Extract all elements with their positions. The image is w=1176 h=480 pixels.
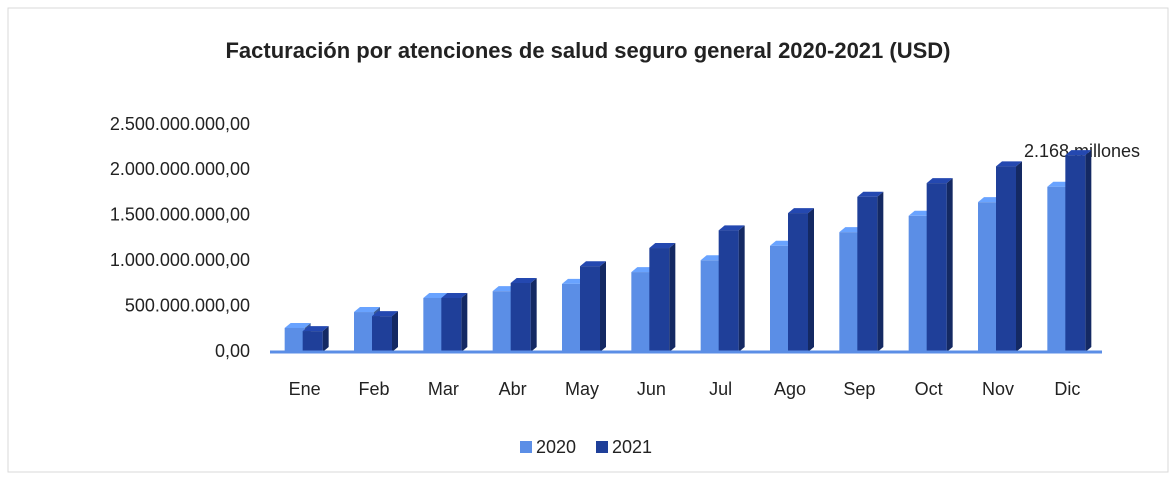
bar-top (718, 225, 745, 231)
bar (996, 166, 1016, 352)
bar-side (461, 292, 468, 352)
bar-side (946, 178, 953, 352)
y-tick-label: 2.500.000.000,00 (110, 114, 250, 134)
bar-top (441, 292, 468, 298)
bar-side (322, 326, 329, 352)
bar (631, 272, 652, 352)
bar (839, 232, 860, 352)
legend-swatch (520, 441, 532, 453)
chart-frame (7, 7, 1169, 473)
bar-top (649, 243, 676, 249)
bar (510, 282, 531, 352)
bar-side (392, 311, 398, 352)
bar (284, 327, 305, 352)
x-tick-label: Nov (982, 379, 1014, 399)
bar-side (877, 191, 884, 352)
y-tick-label: 1.000.000.000,00 (110, 250, 250, 270)
bar (423, 297, 444, 352)
bar (788, 213, 808, 352)
bar (1047, 186, 1068, 352)
bar-top (857, 191, 884, 197)
bar (302, 331, 323, 352)
bar-top (996, 161, 1022, 167)
y-tick-label: 1.500.000.000,00 (110, 205, 250, 225)
bar (718, 230, 739, 352)
x-tick-label: Oct (915, 379, 943, 399)
bar (978, 202, 998, 352)
bar-top (284, 322, 311, 328)
bar-top (510, 277, 537, 283)
bar-top (354, 307, 380, 313)
x-tick-label: Jun (637, 379, 666, 399)
y-tick-label: 0,00 (215, 341, 250, 361)
bar (354, 312, 374, 352)
x-tick-label: Abr (499, 379, 527, 399)
bar-top (302, 326, 329, 332)
bar (441, 297, 462, 352)
bar-side (600, 261, 606, 352)
bar-side (1016, 161, 1022, 352)
bar (700, 260, 721, 352)
bar (908, 215, 929, 352)
x-tick-label: Mar (428, 379, 459, 399)
x-tick-label: Sep (843, 379, 875, 399)
bar-top (580, 261, 606, 267)
bar-top (1065, 150, 1092, 156)
legend-label: 2020 (536, 437, 576, 457)
x-tick-label: May (565, 379, 599, 399)
bar (580, 266, 600, 352)
x-tick-label: Feb (358, 379, 389, 399)
bar (770, 245, 790, 352)
x-tick-label: Ene (289, 379, 321, 399)
legend-swatch (596, 441, 608, 453)
bar (649, 248, 670, 352)
bar-side (1085, 150, 1092, 352)
bar (562, 283, 582, 352)
x-tick-label: Dic (1054, 379, 1080, 399)
legend-label: 2021 (612, 437, 652, 457)
bar (926, 183, 947, 352)
x-tick-label: Jul (709, 379, 732, 399)
bar-side (808, 208, 814, 352)
bar (492, 291, 513, 352)
x-tick-label: Ago (774, 379, 806, 399)
bar (857, 196, 878, 352)
chart-title: Facturación por atenciones de salud segu… (225, 38, 950, 63)
bar-side (669, 243, 676, 352)
bar-side (738, 225, 745, 352)
y-tick-label: 500.000.000,00 (125, 295, 250, 315)
bar (372, 316, 392, 352)
bar-top (372, 311, 398, 317)
bar-top (926, 178, 953, 184)
y-tick-label: 2.000.000.000,00 (110, 159, 250, 179)
bar-side (530, 277, 537, 352)
bar-top (788, 208, 814, 214)
bar (1065, 155, 1086, 352)
